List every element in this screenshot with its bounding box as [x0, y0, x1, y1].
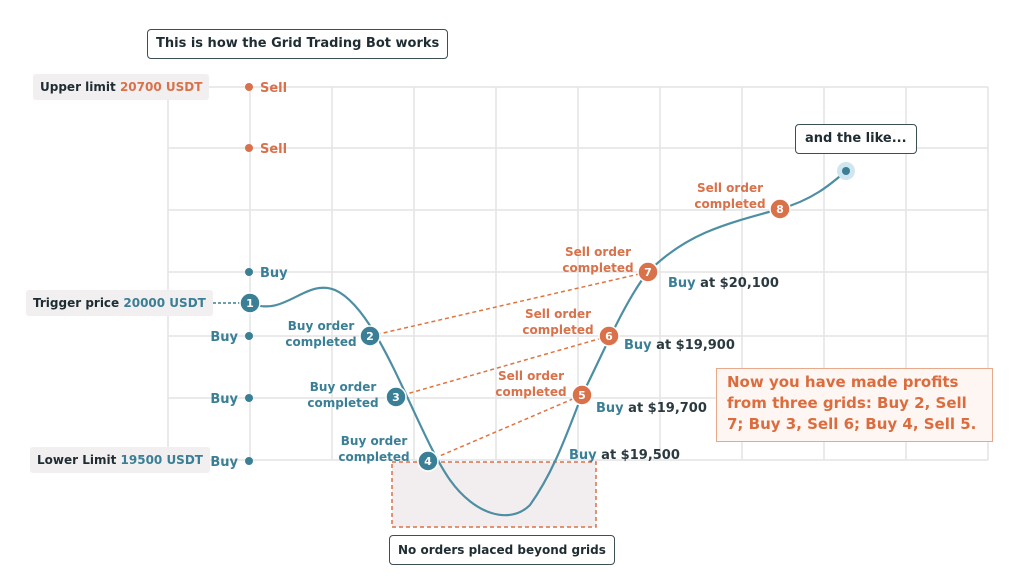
- buy-order-completed-label: Buy order completed: [307, 380, 378, 410]
- grid-order-label: Buy: [210, 392, 238, 407]
- buy-at-label: Buy at $19,900: [624, 338, 735, 353]
- point-7: 7: [637, 261, 659, 283]
- buy-at-word: Buy: [668, 276, 700, 291]
- grid-order-label: Buy: [260, 266, 288, 281]
- buy-at-label: Buy at $19,700: [596, 401, 707, 416]
- point-circle: [385, 386, 407, 408]
- grid-order-dot: [245, 394, 253, 402]
- grid-order-dot: [245, 83, 253, 91]
- trigger-price-label: Trigger price 20000 USDT: [26, 290, 213, 316]
- point-2: 2: [359, 325, 381, 347]
- point-number: 7: [644, 266, 652, 279]
- sell-order-completed-label: Sell order completed: [562, 245, 633, 275]
- point-number: 4: [424, 455, 432, 468]
- buy-order-completed-label: Buy order completed: [338, 434, 409, 464]
- grid-order-dot: [245, 457, 253, 465]
- grid-order-label: Buy: [210, 455, 238, 470]
- numbered-points: 1 2 3 4 5 6 7 8: [239, 198, 791, 472]
- point-6: 6: [598, 325, 620, 347]
- buy-at-word: Buy: [569, 448, 601, 463]
- point-circle: [417, 450, 439, 472]
- grid-order-label: Buy: [210, 330, 238, 345]
- point-number: 6: [605, 330, 613, 343]
- lower-limit-label: Lower Limit 19500 USDT: [30, 447, 210, 473]
- lower-limit-prefix: Lower Limit: [37, 453, 117, 467]
- completed-line-1: Sell order: [565, 245, 631, 259]
- buy-at-word: Buy: [596, 401, 628, 416]
- point-circle: [637, 261, 659, 283]
- point-number: 3: [392, 391, 400, 404]
- buy-at-price: at $19,900: [656, 338, 735, 353]
- price-curve: [249, 170, 847, 517]
- completed-line-1: Sell order: [525, 307, 591, 321]
- upper-limit-label: Upper limit 20700 USDT: [33, 74, 210, 100]
- point-number: 2: [366, 330, 374, 343]
- completed-line-2: completed: [495, 385, 566, 399]
- and-the-like-callout: and the like...: [795, 124, 917, 154]
- grid-order-dot: [245, 144, 253, 152]
- grid-order-dot: [245, 332, 253, 340]
- sell-order-completed-label: Sell order completed: [522, 307, 593, 337]
- lower-limit-value: 19500 USDT: [120, 453, 203, 467]
- point-4: 4: [417, 450, 439, 472]
- buy-at-price: at $19,500: [601, 448, 680, 463]
- point-circle: [769, 198, 791, 220]
- buy-at-label: Buy at $20,100: [668, 276, 779, 291]
- completed-line-2: completed: [522, 323, 593, 337]
- grid-order-label: Sell: [260, 142, 287, 157]
- buy-order-completed-label: Buy order completed: [285, 319, 356, 349]
- completed-line-1: Buy order: [341, 434, 408, 448]
- completed-line-2: completed: [694, 197, 765, 211]
- curve-end-dot: [842, 167, 850, 175]
- sell-order-completed-label: Sell order completed: [694, 181, 765, 211]
- point-number: 5: [578, 389, 586, 402]
- completed-line-2: completed: [338, 450, 409, 464]
- completed-line-2: completed: [307, 396, 378, 410]
- point-number: 1: [246, 297, 254, 310]
- point-circle: [571, 384, 593, 406]
- upper-limit-value: 20700 USDT: [119, 80, 203, 94]
- buy-at-price: at $19,700: [628, 401, 707, 416]
- upper-limit-prefix: Upper limit: [40, 80, 116, 94]
- point-8: 8: [769, 198, 791, 220]
- point-3: 3: [385, 386, 407, 408]
- completed-line-1: Sell order: [697, 181, 763, 195]
- point-number: 8: [776, 203, 784, 216]
- grid-order-dot: [245, 268, 253, 276]
- completed-line-2: completed: [285, 335, 356, 349]
- profit-links: [369, 271, 649, 462]
- trigger-price-prefix: Trigger price: [33, 296, 120, 310]
- diagram-title: This is how the Grid Trading Bot works: [147, 29, 449, 59]
- point-5: 5: [571, 384, 593, 406]
- point-circle: [359, 325, 381, 347]
- beyond-grid-region: [391, 461, 597, 528]
- buy-at-word: Buy: [624, 338, 656, 353]
- sell-order-completed-label: Sell order completed: [495, 369, 566, 399]
- completed-line-2: completed: [562, 261, 633, 275]
- buy-at-price: at $20,100: [700, 276, 779, 291]
- completed-line-1: Buy order: [288, 319, 355, 333]
- trigger-price-value: 20000 USDT: [123, 296, 206, 310]
- point-circle: [598, 325, 620, 347]
- beyond-grids-note: No orders placed beyond grids: [389, 535, 615, 565]
- completed-line-1: Sell order: [498, 369, 564, 383]
- completed-line-1: Buy order: [310, 380, 377, 394]
- point-circle: [239, 292, 261, 314]
- grid-order-markers: Sell Sell Buy Buy Buy Buy: [210, 81, 288, 470]
- point-1: 1: [239, 292, 261, 314]
- grid-order-label: Sell: [260, 81, 287, 96]
- profit-note: Now you have made profits from three gri…: [716, 368, 993, 442]
- buy-at-label: Buy at $19,500: [569, 448, 680, 463]
